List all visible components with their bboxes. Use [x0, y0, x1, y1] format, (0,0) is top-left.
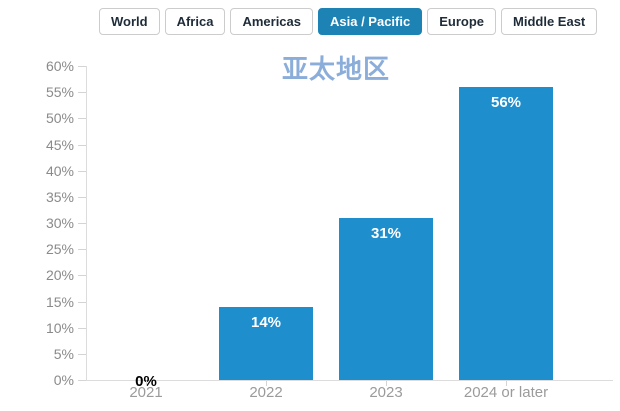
- y-axis-tick: [78, 170, 86, 172]
- y-axis-tick: [78, 301, 86, 303]
- y-axis-label: 10%: [45, 319, 74, 336]
- chart-title: 亚太地区: [281, 54, 390, 84]
- y-axis-label: 5%: [53, 345, 74, 362]
- x-axis-label: 2023: [369, 384, 403, 401]
- y-axis-tick: [78, 92, 86, 94]
- y-axis-tick: [78, 196, 86, 198]
- y-axis-tick: [78, 380, 86, 381]
- bar-value-label: 31%: [370, 224, 402, 242]
- tab-africa[interactable]: Africa: [164, 8, 226, 35]
- bar-2024-or-later[interactable]: [459, 86, 553, 380]
- x-axis-label: 2022: [249, 384, 283, 401]
- x-axis-label: 2024 or later: [463, 384, 549, 401]
- x-axis-tick: [266, 381, 267, 386]
- x-axis-tick: [146, 381, 147, 386]
- y-axis-label: 15%: [45, 293, 74, 310]
- y-axis-label: 0%: [53, 372, 74, 388]
- y-axis-label: 35%: [45, 188, 74, 205]
- y-axis-label: 50%: [45, 110, 74, 127]
- y-axis-tick: [78, 249, 86, 251]
- x-axis-tick: [386, 381, 387, 386]
- tab-middle-east[interactable]: Middle East: [501, 8, 598, 35]
- y-axis-label: 55%: [45, 84, 74, 101]
- bar-2023[interactable]: [339, 217, 433, 380]
- tab-asia-pacific[interactable]: Asia / Pacific: [318, 8, 423, 35]
- y-axis-tick: [78, 353, 86, 355]
- tab-americas[interactable]: Americas: [230, 8, 313, 35]
- y-axis-tick: [78, 327, 86, 329]
- bar-2022[interactable]: [219, 306, 313, 380]
- x-axis-label: 2021: [129, 384, 163, 401]
- tab-world[interactable]: World: [99, 8, 160, 35]
- y-axis-tick: [78, 66, 86, 67]
- bar-value-label: 56%: [490, 93, 522, 111]
- region-tabs: World Africa Americas Asia / Pacific Europe M…: [99, 8, 598, 35]
- y-axis-tick: [78, 118, 86, 120]
- y-axis-line: [86, 66, 87, 380]
- bar-value-label: 14%: [250, 313, 282, 331]
- y-axis-tick: [78, 223, 86, 224]
- tab-europe[interactable]: Europe: [427, 8, 497, 35]
- y-axis-label: 45%: [45, 136, 74, 153]
- y-axis-label: 40%: [45, 162, 74, 179]
- y-axis-label: 30%: [45, 215, 74, 231]
- y-axis-tick: [78, 144, 86, 146]
- x-axis-line: [86, 380, 613, 381]
- y-axis-label: 60%: [45, 58, 74, 74]
- y-axis-label: 25%: [45, 241, 74, 258]
- y-axis-tick: [78, 275, 86, 277]
- x-axis-tick: [506, 381, 507, 386]
- y-axis-label: 20%: [45, 267, 74, 284]
